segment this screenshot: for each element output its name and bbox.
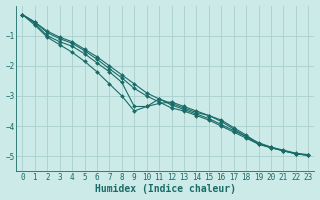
X-axis label: Humidex (Indice chaleur): Humidex (Indice chaleur)	[95, 184, 236, 194]
